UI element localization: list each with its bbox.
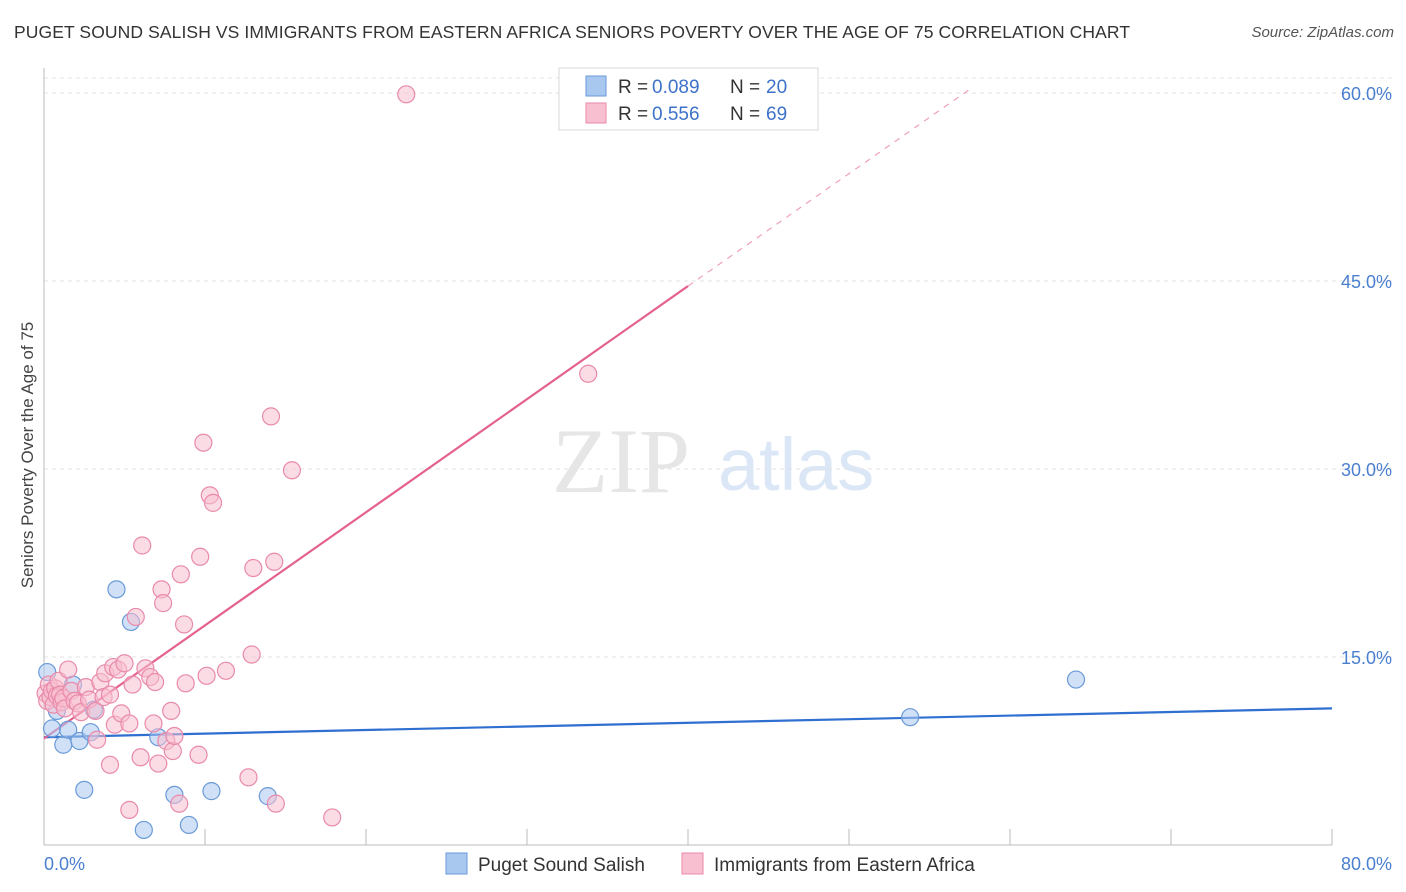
point-eastern-africa-36 xyxy=(131,748,150,767)
point-eastern-africa-32 xyxy=(120,714,139,733)
x-ticks xyxy=(43,829,1333,845)
legend-top-r-value-pink: 0.556 xyxy=(652,104,700,125)
point-puget-sound-salish-10 xyxy=(107,580,126,599)
point-eastern-africa-44 xyxy=(154,594,173,613)
y-tick-label-60: 60.0% xyxy=(1341,84,1392,104)
point-eastern-africa-55 xyxy=(194,433,213,452)
point-eastern-africa-37 xyxy=(133,536,152,555)
point-eastern-africa-42 xyxy=(149,754,168,773)
y-tick-label-15: 15.0% xyxy=(1341,648,1392,668)
point-eastern-africa-26 xyxy=(100,755,120,774)
point-eastern-africa-21 xyxy=(88,730,107,749)
point-eastern-africa-41 xyxy=(145,672,165,692)
point-eastern-africa-49 xyxy=(171,565,190,584)
y-tick-label-45: 45.0% xyxy=(1341,272,1392,292)
point-eastern-africa-35 xyxy=(126,607,145,627)
data-points xyxy=(36,85,1086,840)
legend-top-swatch-pink xyxy=(585,102,607,124)
point-eastern-africa-51 xyxy=(174,615,194,634)
point-eastern-africa-52 xyxy=(176,674,195,693)
point-eastern-africa-66 xyxy=(282,461,302,480)
point-eastern-africa-67 xyxy=(323,808,342,827)
point-eastern-africa-54 xyxy=(191,547,210,566)
y-tick-labels: 15.0% 30.0% 45.0% 60.0% xyxy=(1341,84,1392,668)
point-eastern-africa-25 xyxy=(100,685,120,704)
legend-top-n-label-pink: N = xyxy=(730,104,760,125)
point-eastern-africa-56 xyxy=(197,666,216,685)
point-puget-sound-salish-16 xyxy=(202,782,221,801)
point-eastern-africa-65 xyxy=(266,794,285,813)
point-puget-sound-salish-3 xyxy=(54,735,73,754)
point-eastern-africa-64 xyxy=(265,552,284,571)
point-eastern-africa-68 xyxy=(397,85,416,104)
watermark-zip: ZIP xyxy=(552,410,690,512)
point-eastern-africa-33 xyxy=(120,800,139,820)
legend-bottom-label-pink: Immigrants from Eastern Africa xyxy=(714,855,975,876)
point-eastern-africa-62 xyxy=(244,558,263,578)
point-eastern-africa-61 xyxy=(242,645,261,664)
legend-top: R = 0.089 N = 20 R = 0.556 N = 69 xyxy=(558,67,819,131)
point-eastern-africa-50 xyxy=(170,794,189,813)
legend-top-r-label-blue: R = xyxy=(618,77,648,98)
legend-bottom-label-blue: Puget Sound Salish xyxy=(478,855,645,876)
point-puget-sound-salish-4 xyxy=(59,720,78,739)
legend-top-swatch-blue xyxy=(585,75,607,97)
chart-title: PUGET SOUND SALISH VS IMMIGRANTS FROM EA… xyxy=(14,22,1131,42)
source-credit: Source: ZipAtlas.com xyxy=(1251,24,1394,41)
point-eastern-africa-20 xyxy=(86,701,105,721)
point-puget-sound-salish-19 xyxy=(1066,670,1086,689)
point-eastern-africa-34 xyxy=(123,675,142,694)
point-eastern-africa-58 xyxy=(203,493,223,512)
point-puget-sound-salish-7 xyxy=(75,780,94,799)
legend-top-n-label-blue: N = xyxy=(730,77,760,98)
legend-bottom: Puget Sound Salish Immigrants from Easte… xyxy=(445,852,975,876)
legend-top-r-label-pink: R = xyxy=(618,104,648,125)
point-eastern-africa-31 xyxy=(115,654,134,673)
y-axis-title: Seniors Poverty Over the Age of 75 xyxy=(18,322,37,588)
point-eastern-africa-40 xyxy=(144,714,163,733)
point-puget-sound-salish-1 xyxy=(42,719,62,738)
legend-top-n-value-blue: 20 xyxy=(766,77,787,98)
legend-top-r-value-blue: 0.089 xyxy=(652,77,700,98)
legend-bottom-swatch-blue xyxy=(445,852,468,875)
point-puget-sound-salish-15 xyxy=(179,815,198,835)
point-eastern-africa-63 xyxy=(261,407,281,426)
point-eastern-africa-46 xyxy=(162,701,181,721)
trend-line-blue xyxy=(43,707,1333,739)
x-tick-label-max: 80.0% xyxy=(1341,854,1392,874)
legend-top-n-value-pink: 69 xyxy=(766,104,787,125)
watermark-atlas: atlas xyxy=(718,423,874,506)
point-puget-sound-salish-18 xyxy=(901,708,920,727)
point-eastern-africa-48 xyxy=(165,726,184,746)
point-eastern-africa-59 xyxy=(216,661,236,680)
point-puget-sound-salish-12 xyxy=(134,820,153,840)
x-tick-label-min: 0.0% xyxy=(44,854,85,874)
point-eastern-africa-69 xyxy=(579,364,598,383)
y-tick-label-30: 30.0% xyxy=(1341,460,1392,480)
point-eastern-africa-53 xyxy=(189,745,208,764)
trend-line-pink-extension xyxy=(687,88,971,287)
point-eastern-africa-60 xyxy=(239,768,258,787)
point-eastern-africa-47 xyxy=(163,741,182,761)
legend-bottom-swatch-pink xyxy=(681,852,704,875)
point-eastern-africa-13 xyxy=(59,660,78,679)
